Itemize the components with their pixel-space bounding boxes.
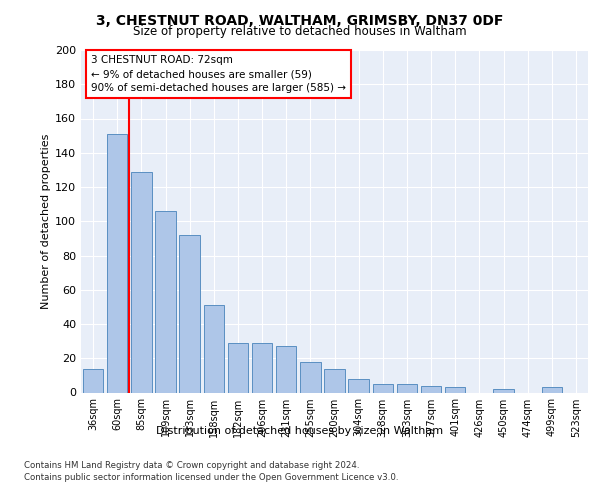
Bar: [155, 211, 176, 392]
Y-axis label: Number of detached properties: Number of detached properties: [41, 134, 51, 309]
Text: 3 CHESTNUT ROAD: 72sqm
← 9% of detached houses are smaller (59)
90% of semi-deta: 3 CHESTNUT ROAD: 72sqm ← 9% of detached …: [91, 55, 346, 93]
Bar: [252, 343, 272, 392]
Bar: [445, 388, 466, 392]
Bar: [276, 346, 296, 393]
Bar: [349, 379, 369, 392]
Text: Contains HM Land Registry data © Crown copyright and database right 2024.: Contains HM Land Registry data © Crown c…: [24, 461, 359, 470]
Bar: [324, 368, 345, 392]
Bar: [203, 305, 224, 392]
Text: Size of property relative to detached houses in Waltham: Size of property relative to detached ho…: [133, 25, 467, 38]
Text: Contains public sector information licensed under the Open Government Licence v3: Contains public sector information licen…: [24, 472, 398, 482]
Bar: [373, 384, 393, 392]
Bar: [107, 134, 127, 392]
Bar: [542, 388, 562, 392]
Bar: [421, 386, 442, 392]
Bar: [493, 389, 514, 392]
Text: 3, CHESTNUT ROAD, WALTHAM, GRIMSBY, DN37 0DF: 3, CHESTNUT ROAD, WALTHAM, GRIMSBY, DN37…: [97, 14, 503, 28]
Text: Distribution of detached houses by size in Waltham: Distribution of detached houses by size …: [157, 426, 443, 436]
Bar: [227, 343, 248, 392]
Bar: [179, 235, 200, 392]
Bar: [397, 384, 417, 392]
Bar: [83, 368, 103, 392]
Bar: [131, 172, 152, 392]
Bar: [300, 362, 320, 392]
